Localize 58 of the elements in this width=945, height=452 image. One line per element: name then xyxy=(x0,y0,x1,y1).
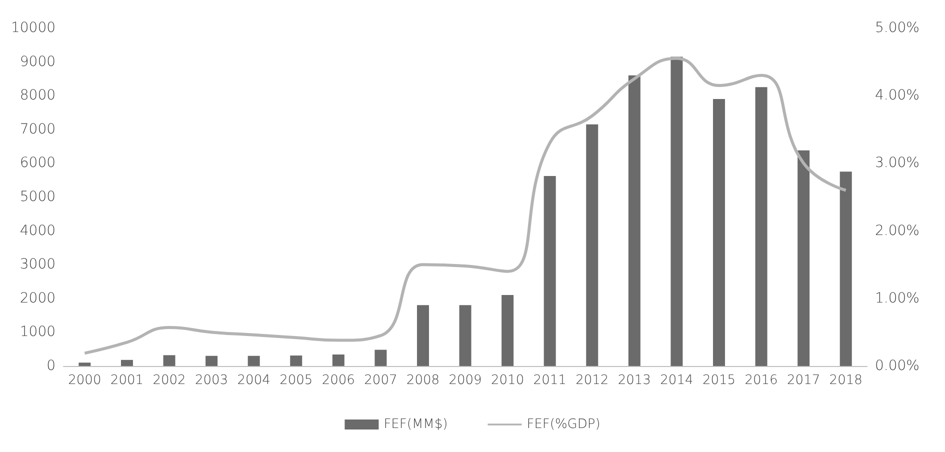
x-tick-label: 2005 xyxy=(280,373,313,388)
y2-tick-label: 2.00% xyxy=(875,222,920,239)
bar xyxy=(670,56,683,366)
y-tick-label: 1000 xyxy=(20,324,56,340)
bar xyxy=(712,98,725,366)
bar xyxy=(586,124,598,366)
x-tick-label: 2008 xyxy=(406,373,440,388)
x-tick-label: 2011 xyxy=(533,373,566,388)
x-tick-label: 2015 xyxy=(702,373,736,388)
bar xyxy=(332,354,344,366)
x-tick-label: 2003 xyxy=(194,373,228,388)
bar xyxy=(78,362,91,366)
bar xyxy=(628,75,640,366)
x-tick-label: 2018 xyxy=(829,373,862,388)
x-tick-label: 2000 xyxy=(68,373,102,388)
y-tick-label: 0 xyxy=(46,358,56,374)
x-tick-label: 2009 xyxy=(448,373,482,388)
x-tick-label: 2016 xyxy=(744,373,778,388)
y-tick-label: 8000 xyxy=(20,88,56,104)
x-tick-label: 2012 xyxy=(576,373,609,388)
bar xyxy=(290,356,302,366)
bar xyxy=(120,360,133,366)
y2-tick-label: 1.00% xyxy=(875,290,920,306)
x-tick-label: 2006 xyxy=(322,373,355,388)
y-tick-label: 6000 xyxy=(20,155,56,172)
y-tick-label: 10000 xyxy=(10,20,56,36)
y-tick-label: 9000 xyxy=(20,54,56,70)
x-tick-label: 2013 xyxy=(618,373,651,388)
y2-tick-label: 0.00% xyxy=(875,358,920,374)
y2-tick-label: 3.00% xyxy=(875,155,920,172)
x-tick-label: 2004 xyxy=(237,373,270,388)
y-tick-label: 3000 xyxy=(20,256,56,273)
bar xyxy=(459,305,472,366)
y-tick-label: 7000 xyxy=(20,121,56,138)
bar xyxy=(374,350,387,366)
bar xyxy=(206,356,218,366)
x-tick-label: 2014 xyxy=(660,373,694,388)
y-tick-label: 4000 xyxy=(20,222,56,239)
bar xyxy=(416,305,429,366)
y-tick-label: 2000 xyxy=(20,290,56,306)
x-tick-label: 2002 xyxy=(152,373,186,388)
x-tick-label: 2017 xyxy=(787,373,820,388)
x-tick-label: 2007 xyxy=(364,373,398,388)
legend-label: FEF(MM$) xyxy=(384,417,448,432)
bar xyxy=(544,176,556,366)
bar xyxy=(248,356,260,366)
bar xyxy=(755,87,768,366)
bar xyxy=(502,295,514,366)
line-series xyxy=(83,56,848,355)
bar xyxy=(163,355,176,366)
bar xyxy=(840,172,852,366)
y2-tick-label: 5.00% xyxy=(875,20,920,36)
x-tick-label: 2010 xyxy=(491,373,524,388)
bar xyxy=(798,150,810,366)
legend-label: FEF(%GDP) xyxy=(526,417,600,432)
x-tick-label: 2001 xyxy=(110,373,144,388)
y-tick-label: 5000 xyxy=(20,189,56,205)
y2-tick-label: 4.00% xyxy=(875,88,920,104)
